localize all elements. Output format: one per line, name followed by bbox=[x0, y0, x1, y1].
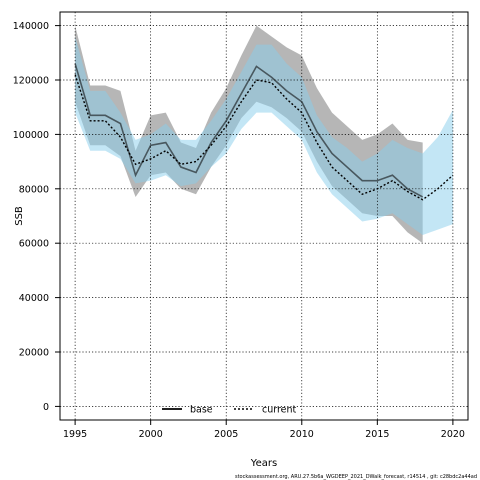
y-tick-label-100000: 100000 bbox=[13, 130, 49, 141]
x-tick-label-2010: 2010 bbox=[290, 429, 314, 440]
plot-frame bbox=[59, 11, 469, 421]
line-base bbox=[74, 63, 424, 198]
x-axis-title: Years bbox=[250, 458, 277, 469]
y-axis: 0 20000 40000 60000 80000 100000 120000 140000 bbox=[13, 21, 60, 413]
x-tick-label-2005: 2005 bbox=[214, 429, 238, 440]
grid-lines bbox=[60, 12, 468, 420]
x-axis: 1995 2000 2005 2010 2015 2020 bbox=[63, 420, 465, 440]
x-tick-label-1995: 1995 bbox=[63, 429, 87, 440]
y-tick-label-20000: 20000 bbox=[19, 348, 49, 359]
x-tick-label-2020: 2020 bbox=[441, 429, 465, 440]
y-tick-label-40000: 40000 bbox=[19, 293, 49, 304]
y-tick-label-0: 0 bbox=[43, 402, 49, 413]
legend: base current bbox=[162, 405, 297, 416]
band-current bbox=[75, 36, 453, 236]
y-tick-label-120000: 120000 bbox=[13, 76, 49, 87]
y-tick-label-140000: 140000 bbox=[13, 21, 49, 32]
y-tick-label-80000: 80000 bbox=[19, 184, 49, 195]
x-tick-label-2000: 2000 bbox=[139, 429, 163, 440]
series-lines bbox=[74, 63, 454, 201]
x-tick-label-2015: 2015 bbox=[365, 429, 389, 440]
footnote: stockassessment.org, ARU.27.5b6a_WGDEEP_… bbox=[235, 474, 477, 480]
legend-label-base: base bbox=[190, 405, 213, 416]
legend-label-current: current bbox=[262, 405, 297, 416]
y-tick-label-60000: 60000 bbox=[19, 239, 49, 250]
y-axis-title: SSB bbox=[14, 206, 25, 226]
